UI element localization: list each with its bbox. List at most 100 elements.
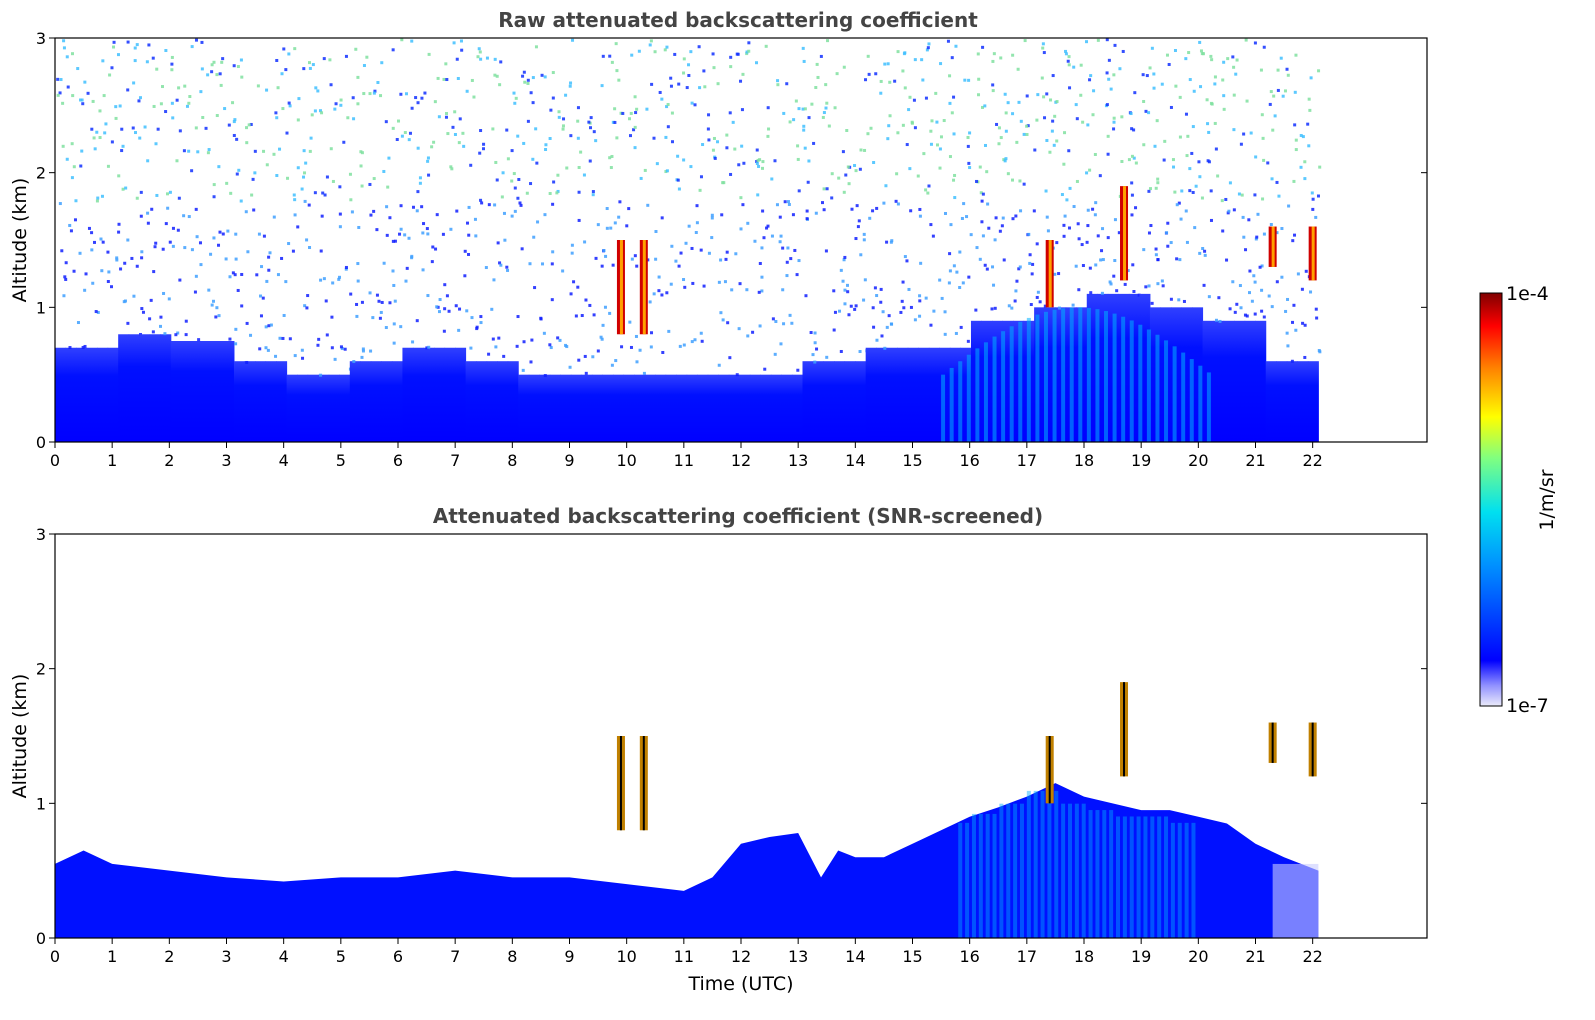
backscatter-speck	[86, 91, 90, 95]
backscatter-speck	[687, 224, 691, 228]
backscatter-speck	[61, 144, 65, 148]
backscatter-speck	[256, 84, 260, 88]
backscatter-cell	[128, 334, 140, 442]
backscatter-speck	[997, 142, 1001, 146]
backscatter-speck	[807, 159, 811, 163]
backscatter-speck	[264, 346, 268, 350]
backscatter-speck	[187, 101, 191, 105]
backscatter-speck	[132, 81, 136, 85]
backscatter-speck	[562, 117, 566, 121]
backscatter-speck	[760, 289, 764, 293]
aerosol-plume	[992, 813, 997, 938]
backscatter-speck	[1193, 226, 1197, 230]
backscatter-speck	[740, 108, 744, 112]
backscatter-cell	[581, 374, 593, 442]
backscatter-speck	[1147, 231, 1151, 235]
backscatter-cell	[86, 347, 98, 442]
backscatter-speck	[139, 190, 143, 194]
backscatter-speck	[170, 68, 174, 72]
backscatter-speck	[895, 172, 899, 176]
backscatter-speck	[755, 61, 759, 65]
backscatter-speck	[410, 256, 414, 260]
aerosol-plume	[1047, 790, 1052, 938]
backscatter-speck	[921, 78, 925, 82]
backscatter-cell	[244, 361, 256, 442]
backscatter-speck	[826, 39, 830, 43]
backscatter-speck	[512, 172, 516, 176]
backscatter-cell	[1055, 307, 1067, 442]
backscatter-speck	[135, 43, 139, 47]
backscatter-speck	[728, 356, 732, 360]
backscatter-speck	[1254, 155, 1258, 159]
backscatter-speck	[65, 55, 69, 59]
backscatter-speck	[611, 263, 615, 267]
backscatter-speck	[478, 50, 482, 54]
backscatter-speck	[602, 249, 606, 253]
backscatter-speck	[556, 173, 560, 177]
backscatter-speck	[589, 116, 593, 120]
backscatter-speck	[357, 225, 361, 229]
backscatter-speck	[420, 96, 424, 100]
backscatter-speck	[630, 53, 634, 57]
backscatter-speck	[92, 240, 96, 244]
backscatter-speck	[112, 45, 116, 49]
backscatter-speck	[1134, 161, 1138, 165]
backscatter-speck	[663, 48, 667, 52]
backscatter-speck	[1191, 190, 1195, 194]
backscatter-speck	[251, 177, 255, 181]
backscatter-speck	[968, 166, 972, 170]
backscatter-speck	[999, 136, 1003, 140]
backscatter-speck	[221, 57, 225, 61]
backscatter-speck	[198, 241, 202, 245]
backscatter-speck	[423, 91, 427, 95]
backscatter-speck	[558, 338, 562, 342]
backscatter-speck	[1155, 119, 1159, 123]
backscatter-speck	[1032, 209, 1036, 213]
backscatter-speck	[1186, 134, 1190, 138]
backscatter-speck	[896, 131, 900, 135]
backscatter-speck	[1260, 264, 1264, 268]
backscatter-speck	[815, 347, 819, 351]
backscatter-cell	[476, 361, 488, 442]
backscatter-speck	[745, 52, 749, 56]
backscatter-speck	[444, 62, 448, 66]
backscatter-speck	[421, 231, 425, 235]
backscatter-speck	[474, 234, 478, 238]
backscatter-speck	[742, 161, 746, 165]
backscatter-speck	[650, 331, 654, 335]
backscatter-speck	[886, 62, 890, 66]
backscatter-speck	[935, 120, 939, 124]
backscatter-speck	[734, 252, 738, 256]
backscatter-speck	[1169, 241, 1173, 245]
backscatter-speck	[1068, 186, 1072, 190]
backscatter-speck	[106, 164, 110, 168]
backscatter-speck	[330, 315, 334, 319]
backscatter-cell	[1192, 307, 1204, 442]
backscatter-speck	[1243, 313, 1247, 317]
backscatter-speck	[355, 302, 359, 306]
backscatter-speck	[682, 57, 686, 61]
backscatter-speck	[1228, 181, 1232, 185]
backscatter-speck	[1250, 299, 1254, 303]
backscatter-speck	[284, 280, 288, 284]
backscatter-speck	[151, 330, 155, 334]
backscatter-speck	[792, 118, 796, 122]
backscatter-speck	[702, 284, 706, 288]
backscatter-speck	[281, 107, 285, 111]
backscatter-speck	[145, 60, 149, 64]
backscatter-speck	[874, 72, 878, 76]
backscatter-speck	[847, 313, 851, 317]
backscatter-cell	[865, 347, 877, 442]
backscatter-speck	[368, 291, 372, 295]
backscatter-speck	[1130, 127, 1134, 131]
backscatter-speck	[212, 236, 216, 240]
backscatter-cell	[255, 361, 267, 442]
backscatter-speck	[1239, 142, 1243, 146]
backscatter-speck	[735, 52, 739, 56]
backscatter-speck	[561, 269, 565, 273]
backscatter-cell	[423, 347, 435, 442]
backscatter-speck	[540, 73, 544, 77]
backscatter-speck	[79, 98, 83, 102]
backscatter-speck	[613, 107, 617, 111]
